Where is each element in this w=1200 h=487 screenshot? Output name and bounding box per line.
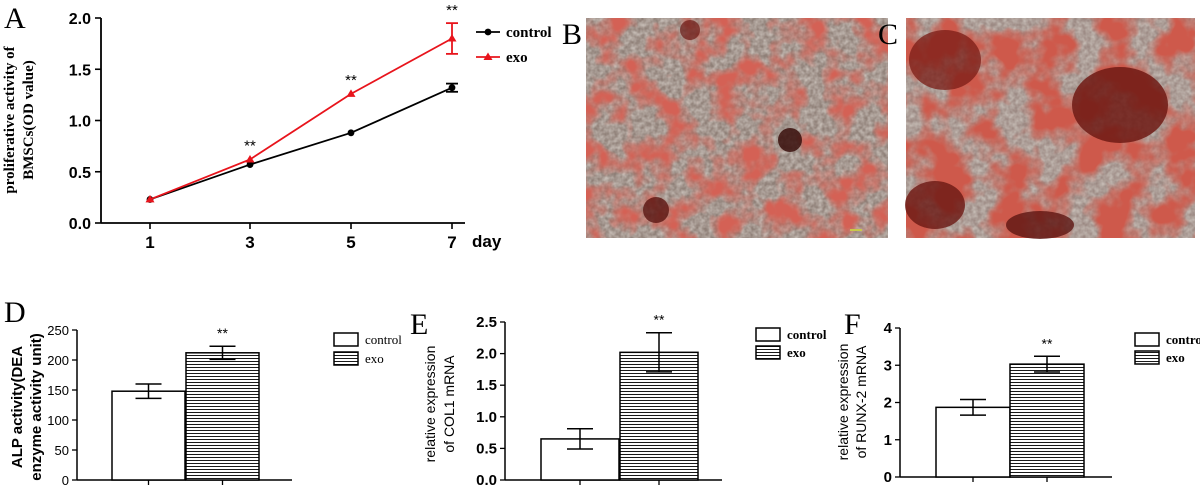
series-control-point: [347, 129, 355, 137]
bar-control: [111, 390, 186, 481]
panel-c-nodule: [905, 181, 965, 229]
ytick-label: 0: [884, 469, 892, 486]
panel-a-ylabel-line1: proliferative activity of: [2, 45, 18, 193]
panel-c-label: C: [878, 18, 898, 51]
ytick-label: 4: [884, 320, 893, 337]
ytick-label: 100: [47, 413, 69, 428]
ytick-label: 3: [884, 357, 892, 374]
panel-b-nodule: [778, 128, 802, 152]
legend-exo-label: exo: [506, 50, 528, 66]
ytick-label: 2.0: [476, 346, 497, 363]
panel-a-ylabel-line2: BMSCs(OD value): [21, 60, 37, 180]
panel-b-nodule: [643, 197, 669, 223]
panel-a-xtick-label: 5: [346, 233, 355, 252]
series-control-point: [246, 161, 254, 168]
legend-label-control: control: [787, 327, 827, 342]
series-control-line: [149, 86, 453, 201]
ytick-label: 1.0: [476, 409, 497, 426]
legend-control-marker: [484, 28, 492, 36]
panel-b-image-stain: [586, 18, 888, 238]
panel-a-ytick-label: 1.5: [69, 62, 91, 79]
panel-a-significance-mark: **: [446, 2, 458, 19]
series-control-point: [448, 84, 456, 92]
panel-b-micrograph: B: [562, 18, 888, 238]
panel-c-nodule: [1072, 67, 1168, 143]
series-exo-point: [245, 154, 255, 163]
panel-e-label: E: [410, 308, 428, 341]
bar-control: [935, 406, 1011, 478]
panel-a-xlabel: day: [472, 232, 502, 251]
panel-a-label: A: [4, 2, 26, 35]
legend-swatch-control: [333, 332, 359, 347]
significance-mark: **: [654, 312, 665, 328]
panel-a-line-chart: A proliferative activity of BMSCs(OD val…: [2, 2, 552, 252]
significance-mark: **: [217, 325, 228, 341]
legend-label-exo: exo: [787, 345, 806, 360]
legend-exo-marker: [483, 52, 493, 60]
legend-swatch-control: [755, 327, 781, 342]
panel-a-significance-mark: **: [244, 137, 256, 154]
panel-a-xtick-label: 3: [245, 233, 254, 252]
panel-a-ytick-label: 0.0: [69, 216, 91, 233]
ytick-label: 50: [55, 443, 69, 458]
series-exo-point: [346, 89, 356, 97]
ytick-label: 2.5: [476, 314, 497, 331]
panel-b-label: B: [562, 18, 582, 51]
series-exo-point: [145, 194, 155, 203]
panel-a-ytick-label: 1.0: [69, 114, 91, 131]
panel-c-nodule: [909, 30, 981, 90]
panel-e-ylabel-line2: of COL1 mRNA: [441, 355, 457, 453]
panel-f-ylabel-line2: of RUNX-2 mRNA: [853, 345, 869, 458]
panel-c-micrograph: C: [878, 18, 1195, 239]
scale-bar: [850, 229, 862, 231]
panel-d-bar-chart: D ALP activity(DEA enzyme activity unit)…: [4, 296, 402, 487]
panel-a-ytick-label: 0.5: [69, 165, 91, 182]
ytick-label: 150: [47, 383, 69, 398]
legend-swatch-exo: [1134, 350, 1160, 365]
legend-label-control: control: [1166, 332, 1200, 347]
ytick-label: 0.5: [476, 440, 497, 457]
panel-d-label: D: [4, 296, 26, 329]
panel-e-bar-chart: E relative expression of COL1 mRNA 0.0 0.…: [410, 308, 827, 487]
ytick-label: 250: [47, 323, 69, 338]
series-exo-point: [447, 34, 457, 42]
panel-f-ylabel-line1: relative expression: [835, 344, 851, 461]
panel-a-significance-mark: **: [345, 72, 357, 89]
panel-c-nodule: [1006, 211, 1074, 239]
bar-exo: [185, 352, 260, 481]
panel-a-xtick-label: 7: [447, 233, 456, 252]
ytick-label: 0.0: [476, 472, 497, 487]
ytick-label: 0: [62, 473, 69, 487]
panel-d-ylabel-line1: ALP activity(DEA: [9, 346, 26, 468]
panel-d-ylabel-line2: enzyme activity unit): [28, 333, 45, 481]
panel-a-ytick-label: 2.0: [69, 11, 91, 28]
significance-mark: **: [1042, 335, 1053, 351]
panel-f-bar-chart: F relative expression of RUNX-2 mRNA 0 1 2…: [835, 308, 1200, 486]
legend-label-control: control: [365, 332, 402, 347]
panel-f-label: F: [844, 308, 861, 341]
legend-swatch-exo: [755, 345, 781, 360]
panel-b-nodule: [680, 20, 700, 40]
series-exo-line: [149, 37, 453, 201]
panel-e-ylabel-line1: relative expression: [422, 346, 438, 463]
ytick-label: 2: [884, 395, 892, 412]
ytick-label: 200: [47, 353, 69, 368]
legend-label-exo: exo: [1166, 350, 1185, 365]
legend-swatch-exo: [333, 351, 359, 366]
legend-swatch-control: [1134, 332, 1160, 347]
panel-a-xtick-label: 1: [145, 233, 154, 252]
legend-label-exo: exo: [365, 351, 384, 366]
ytick-label: 1: [884, 432, 892, 449]
panel-a-legend: control exo: [476, 25, 552, 66]
ytick-label: 1.5: [476, 377, 497, 394]
bar-exo: [1009, 363, 1085, 478]
legend-control-label: control: [506, 25, 552, 41]
